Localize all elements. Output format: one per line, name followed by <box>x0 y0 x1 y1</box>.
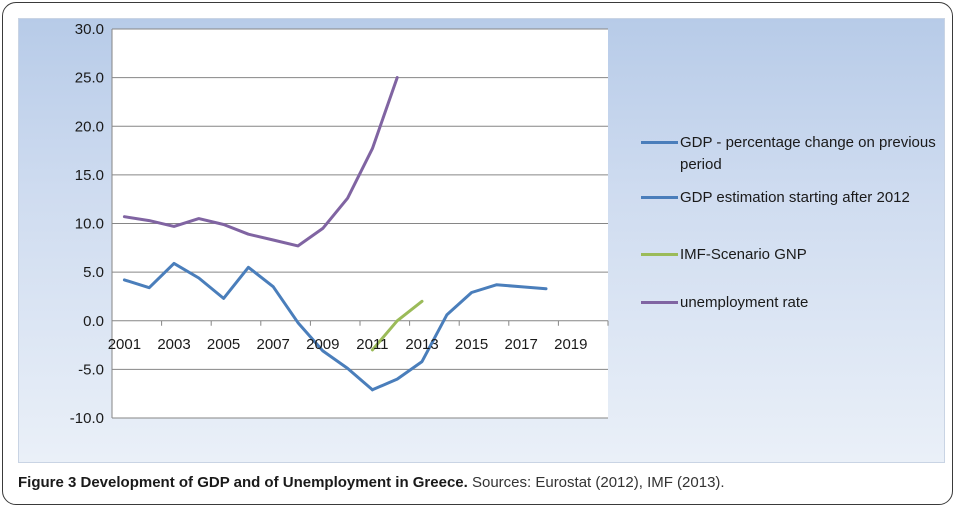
figure-caption: Figure 3 Development of GDP and of Unemp… <box>18 474 725 491</box>
line-chart: 30.0 25.0 20.0 15.0 10.0 5.0 0.0 -5.0 -10.0 2001… <box>70 21 609 427</box>
x-tick-label: 2001 <box>108 336 141 353</box>
legend-item-imf-scenario: IMF-Scenario GNP <box>641 244 942 266</box>
legend-swatch-gdp-estimation <box>641 196 678 199</box>
x-tick-label: 2005 <box>207 336 240 353</box>
legend-label-gdp-estimation: GDP estimation starting after 2012 <box>680 189 910 206</box>
x-tick-label: 2017 <box>505 336 538 353</box>
y-tick-label: -5.0 <box>78 361 104 378</box>
y-tick-label: -10.0 <box>70 410 104 427</box>
series-line-1 <box>370 283 548 392</box>
legend-item-unemployment: unemployment rate <box>641 292 942 314</box>
chart-area: 30.0 25.0 20.0 15.0 10.0 5.0 0.0 -5.0 -10.0 2001… <box>18 18 945 463</box>
y-axis-tick-labels: 30.0 25.0 20.0 15.0 10.0 5.0 0.0 -5.0 -10.0 <box>70 21 104 427</box>
y-tick-label: 0.0 <box>83 313 104 330</box>
y-tick-label: 15.0 <box>75 167 104 184</box>
x-tick-label: 2003 <box>157 336 190 353</box>
series-line-0 <box>122 261 374 392</box>
series-line-3 <box>122 76 399 248</box>
x-tick-label: 2019 <box>554 336 587 353</box>
legend-item-gdp-estimation: GDP estimation starting after 2012 <box>641 187 942 209</box>
x-tick-label: 2015 <box>455 336 488 353</box>
legend-label-imf-scenario: IMF-Scenario GNP <box>680 246 807 263</box>
legend-label-unemployment: unemployment rate <box>680 294 809 311</box>
axes <box>111 29 609 418</box>
y-tick-label: 30.0 <box>75 21 104 38</box>
legend-swatch-imf-scenario <box>641 253 678 256</box>
x-tick-label: 2007 <box>257 336 290 353</box>
x-tick-label: 2009 <box>306 336 339 353</box>
legend-swatch-gdp-change <box>641 141 678 144</box>
legend-label-gdp-change: GDP - percentage change on previous peri… <box>680 134 936 173</box>
x-axis-tick-labels: 2001 2003 2005 2007 2009 2011 2013 2015 2017 2019 <box>108 336 588 353</box>
y-tick-label: 25.0 <box>75 70 104 87</box>
caption-sources: Sources: Eurostat (2012), IMF (2013). <box>467 474 725 491</box>
y-tick-label: 10.0 <box>75 216 104 233</box>
y-tick-label: 5.0 <box>83 264 104 281</box>
caption-title: Figure 3 Development of GDP and of Unemp… <box>18 474 468 491</box>
series-lines <box>122 76 548 392</box>
series-line-2 <box>370 299 424 352</box>
x-tick-label: 2013 <box>405 336 438 353</box>
legend-swatch-unemployment <box>641 301 678 304</box>
x-tick-label: 2011 <box>356 336 388 353</box>
legend-item-gdp-change: GDP - percentage change on previous peri… <box>641 132 942 176</box>
grid-lines <box>112 28 608 419</box>
y-tick-label: 20.0 <box>75 118 104 135</box>
